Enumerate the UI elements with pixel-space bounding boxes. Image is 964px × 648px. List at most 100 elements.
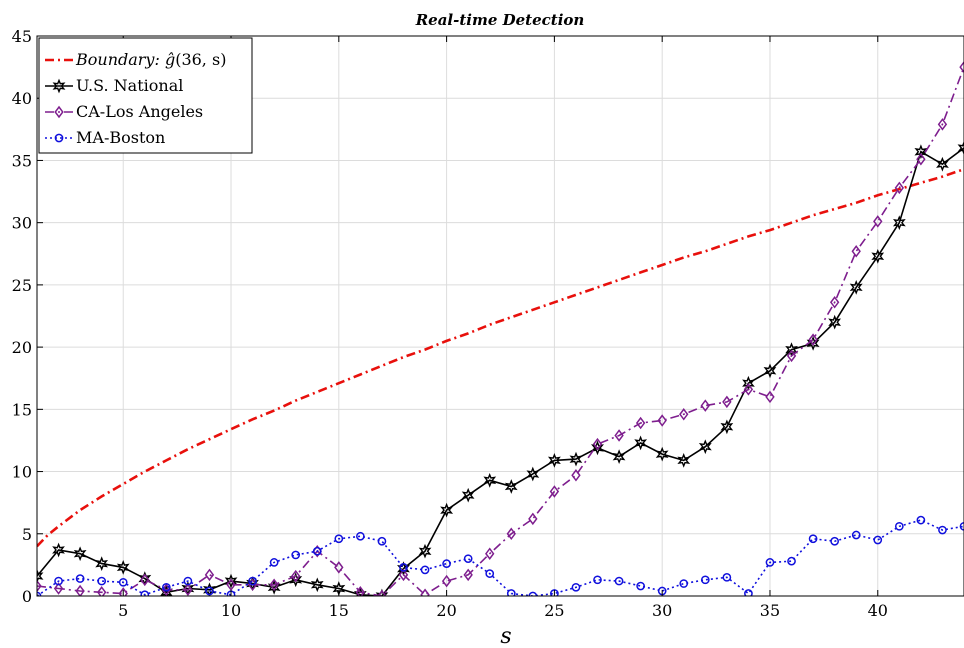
data-point — [916, 515, 926, 525]
data-point — [571, 582, 581, 592]
data-point — [506, 589, 516, 596]
data-point — [183, 583, 193, 596]
data-point — [614, 429, 624, 442]
data-point — [140, 590, 150, 596]
data-point — [528, 591, 538, 596]
data-point — [116, 560, 130, 575]
data-point — [161, 582, 171, 592]
data-point — [353, 587, 367, 596]
data-point — [957, 140, 964, 156]
data-point — [418, 543, 432, 559]
legend-entry: CA-Los Angeles — [76, 102, 203, 121]
data-point — [118, 587, 128, 596]
data-point — [787, 556, 796, 566]
data-point — [808, 333, 818, 346]
data-point — [591, 440, 604, 456]
data-point — [550, 589, 559, 596]
data-point — [636, 581, 645, 591]
data-point — [744, 589, 753, 596]
data-point — [634, 435, 648, 451]
data-point — [571, 469, 581, 482]
data-point — [485, 569, 495, 578]
data-point — [873, 535, 883, 545]
data-point — [830, 536, 840, 546]
y-tick-label: 25 — [12, 276, 32, 295]
data-point — [267, 579, 281, 595]
y-tick-label: 40 — [12, 89, 32, 108]
data-point — [54, 576, 63, 586]
series-line — [37, 167, 964, 548]
x-tick-label: 35 — [760, 601, 780, 620]
data-point — [205, 586, 214, 596]
data-point — [938, 525, 947, 535]
series-layer — [37, 60, 964, 596]
data-point — [786, 349, 797, 363]
data-point — [291, 569, 301, 583]
x-tick-label: 10 — [221, 601, 241, 620]
x-tick-label: 40 — [868, 601, 888, 620]
data-point — [679, 408, 689, 421]
data-point — [700, 399, 710, 412]
data-point — [592, 437, 603, 451]
x-tick-label: 30 — [652, 601, 672, 620]
data-point — [37, 568, 44, 584]
data-point — [356, 531, 365, 541]
data-point — [808, 534, 818, 544]
data-point — [871, 248, 885, 264]
data-point — [53, 582, 64, 595]
y-tick-label: 20 — [12, 338, 32, 357]
data-point — [375, 588, 389, 596]
data-point — [485, 547, 495, 560]
data-point — [398, 568, 409, 582]
data-point — [118, 577, 128, 587]
x-axis-label: s — [500, 624, 511, 648]
plot-border — [36, 35, 964, 597]
data-point — [828, 314, 842, 330]
data-point — [269, 578, 279, 592]
data-point — [310, 577, 324, 593]
data-point — [52, 542, 65, 558]
series-line — [37, 66, 964, 596]
data-point — [504, 479, 518, 494]
data-point — [291, 550, 301, 560]
y-tick-label: 5 — [22, 525, 32, 544]
data-point — [440, 502, 454, 518]
data-point — [73, 546, 87, 562]
y-tick-label: 15 — [12, 400, 32, 419]
x-tick-label: 20 — [436, 601, 456, 620]
data-point — [37, 579, 42, 593]
y-tick-label: 0 — [22, 587, 32, 606]
legend-marker — [52, 78, 66, 94]
data-point — [204, 568, 215, 582]
data-point — [763, 363, 777, 379]
data-point — [851, 245, 861, 258]
data-point — [269, 558, 279, 567]
y-tick-label: 10 — [12, 463, 32, 482]
data-point — [569, 451, 583, 467]
series-0 — [37, 167, 964, 548]
ticks: 5 10 15 20 25 30 35 40 0 5 10 15 20 25 30 35 40 45 — [12, 27, 888, 620]
legend-entry: Boundary: ĝ(36, s) — [75, 50, 226, 69]
series-3 — [37, 515, 964, 596]
data-point — [140, 573, 150, 587]
data-point — [528, 512, 538, 526]
data-point — [937, 118, 948, 131]
data-point — [75, 584, 85, 596]
data-point — [506, 527, 516, 541]
data-point — [526, 466, 540, 482]
data-point — [399, 563, 408, 572]
data-point — [936, 156, 949, 172]
data-point — [914, 144, 928, 160]
data-point — [765, 558, 775, 567]
data-point — [873, 215, 883, 228]
data-point — [377, 589, 387, 596]
data-point — [635, 416, 646, 430]
data-point — [312, 546, 322, 556]
data-point — [96, 586, 107, 596]
grid — [37, 36, 964, 596]
data-point — [549, 485, 560, 498]
x-tick-label: 25 — [544, 601, 564, 620]
x-tick-label: 15 — [329, 601, 349, 620]
data-point — [461, 487, 475, 503]
data-point — [420, 588, 430, 596]
